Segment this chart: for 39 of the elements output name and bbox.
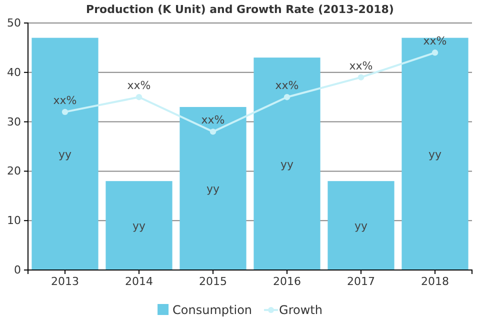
data-label: xx% bbox=[127, 79, 151, 92]
data-label: xx% bbox=[201, 114, 225, 127]
chart-title: Production (K Unit) and Growth Rate (2013-2018) bbox=[86, 3, 394, 16]
point bbox=[284, 94, 290, 100]
y-tick-label: 30 bbox=[7, 115, 21, 128]
y-tick-label: 50 bbox=[7, 16, 21, 30]
data-label: xx% bbox=[423, 34, 447, 48]
x-tick-label: 2015 bbox=[199, 274, 227, 288]
x-tick-label: 2018 bbox=[421, 274, 449, 288]
y-tick-label: 10 bbox=[7, 214, 21, 228]
point bbox=[358, 74, 364, 80]
x-tick-label: 2017 bbox=[347, 274, 375, 288]
x-tick-label: 2013 bbox=[51, 274, 79, 288]
x-tick-label: 2014 bbox=[125, 274, 153, 288]
data-label: yy bbox=[58, 148, 72, 161]
data-label: xx% bbox=[275, 79, 299, 92]
point bbox=[210, 128, 216, 135]
legend-label: Growth bbox=[279, 303, 322, 317]
bar bbox=[402, 38, 468, 270]
data-label: yy bbox=[132, 220, 146, 233]
data-label: yy bbox=[428, 148, 442, 161]
bar bbox=[106, 181, 172, 270]
point bbox=[432, 50, 438, 56]
data-label: xx% bbox=[349, 59, 373, 72]
y-tick-label: 40 bbox=[7, 66, 21, 79]
data-label: yy bbox=[354, 220, 368, 233]
data-label: xx% bbox=[53, 94, 77, 107]
x-tick-label: 2016 bbox=[273, 274, 301, 288]
bar bbox=[32, 38, 98, 270]
bar bbox=[180, 106, 246, 270]
point bbox=[136, 94, 142, 100]
data-label: yy bbox=[206, 182, 220, 196]
legend-label: Consumption bbox=[172, 303, 252, 317]
data-label: yy bbox=[280, 158, 294, 171]
point bbox=[62, 108, 68, 116]
bar bbox=[328, 181, 394, 270]
bar bbox=[254, 58, 320, 270]
y-tick-label: 20 bbox=[7, 164, 21, 178]
y-tick-label: 0 bbox=[14, 264, 21, 277]
